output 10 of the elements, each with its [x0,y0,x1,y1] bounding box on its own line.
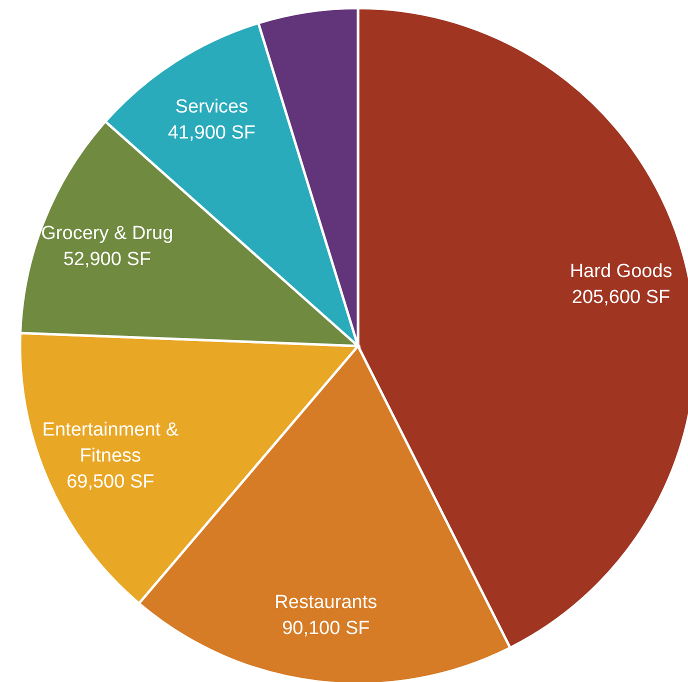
slice-label: Grocery & Drug [41,222,174,244]
slice-label: Entertainment & Fitness [42,419,179,466]
data-label: 205,600 SF [572,287,670,308]
data-label: 52,900 SF [63,248,151,270]
data-label: 90,100 SF [282,618,370,640]
slice-label: Services [175,96,248,118]
data-label: 41,900 SF [168,122,256,144]
slice-label: Restaurants [274,592,378,614]
data-label: 69,500 SF [66,471,154,492]
slice-label: Hard Goods [570,261,672,282]
